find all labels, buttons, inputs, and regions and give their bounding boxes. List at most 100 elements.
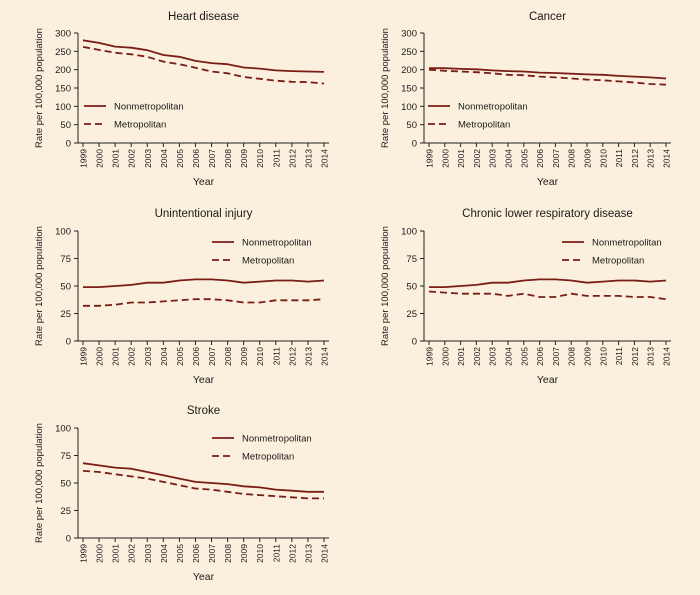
x-axis-label: Year bbox=[537, 176, 559, 188]
x-tick-label: 2014 bbox=[320, 347, 330, 366]
legend-label: Metropolitan bbox=[458, 120, 510, 131]
x-tick-label: 1999 bbox=[79, 347, 89, 366]
x-tick-label: 2010 bbox=[598, 347, 608, 366]
y-axis-label: Rate per 100,000 population bbox=[34, 423, 45, 543]
x-tick-label: 2010 bbox=[255, 347, 265, 366]
x-tick-label: 2008 bbox=[223, 347, 233, 366]
x-tick-label: 1999 bbox=[425, 149, 435, 168]
y-tick-label: 0 bbox=[66, 139, 71, 150]
x-tick-label: 2003 bbox=[143, 544, 153, 563]
series-line-solid bbox=[429, 67, 667, 80]
y-tick-label: 25 bbox=[60, 309, 71, 320]
series-line-dashed bbox=[428, 290, 667, 301]
chart-panel: Chronic lower respiratory disease 0 25 50 75… bbox=[380, 208, 672, 386]
y-tick-label: 50 bbox=[60, 479, 71, 490]
x-tick-label: 2010 bbox=[255, 544, 265, 563]
y-tick-label: 0 bbox=[412, 337, 417, 348]
x-tick-label: 2007 bbox=[551, 149, 561, 168]
y-tick-label: 50 bbox=[406, 120, 417, 131]
x-tick-label: 2010 bbox=[598, 149, 608, 168]
x-tick-label: 2008 bbox=[223, 544, 233, 563]
x-tick-label: 2005 bbox=[175, 149, 185, 168]
legend-label: Nonmetropolitan bbox=[242, 238, 312, 249]
chart-title: Stroke bbox=[187, 405, 220, 417]
x-tick-label: 2009 bbox=[239, 347, 249, 366]
chart-title: Heart disease bbox=[168, 11, 239, 23]
legend-label: Nonmetropolitan bbox=[592, 238, 662, 249]
series-line-solid bbox=[82, 39, 325, 73]
x-tick-label: 2003 bbox=[488, 149, 498, 168]
y-axis-label: Rate per 100,000 population bbox=[34, 28, 45, 148]
series-line-solid bbox=[429, 278, 667, 289]
x-tick-label: 2014 bbox=[662, 347, 672, 366]
x-tick-label: 2004 bbox=[159, 347, 169, 366]
x-tick-label: 2002 bbox=[127, 347, 137, 366]
series-line-dashed bbox=[428, 68, 667, 86]
chart-panel: Heart disease 0 50 100 150 200 250 300 1999 2000 2… bbox=[34, 11, 330, 188]
x-tick-label: 2009 bbox=[583, 149, 593, 168]
x-tick-label: 2006 bbox=[535, 347, 545, 366]
x-tick-label: 2007 bbox=[207, 149, 217, 168]
y-tick-label: 300 bbox=[401, 29, 417, 40]
x-tick-label: 2007 bbox=[551, 347, 561, 366]
x-tick-label: 2007 bbox=[207, 347, 217, 366]
x-axis-label: Year bbox=[193, 176, 215, 188]
chart-title: Unintentional injury bbox=[155, 208, 253, 220]
x-tick-label: 2002 bbox=[127, 544, 137, 563]
x-tick-label: 2010 bbox=[255, 149, 265, 168]
x-tick-label: 2012 bbox=[287, 544, 297, 563]
y-tick-label: 50 bbox=[60, 282, 71, 293]
series-line-dashed bbox=[83, 298, 325, 307]
x-tick-label: 2011 bbox=[614, 149, 624, 168]
x-axis-label: Year bbox=[537, 374, 559, 386]
x-tick-label: 2012 bbox=[630, 149, 640, 168]
x-tick-label: 1999 bbox=[79, 544, 89, 563]
x-tick-label: 2004 bbox=[504, 347, 514, 366]
y-tick-label: 250 bbox=[401, 47, 417, 58]
chart-panel: Cancer 0 50 100 150 200 250 300 1999 2000 2001 2002… bbox=[380, 11, 672, 188]
x-tick-label: 2007 bbox=[207, 544, 217, 563]
x-tick-label: 2005 bbox=[175, 544, 185, 563]
series-line-dashed bbox=[82, 470, 324, 500]
series-line-dashed bbox=[82, 46, 325, 85]
x-tick-label: 2003 bbox=[143, 149, 153, 168]
x-tick-label: 2005 bbox=[519, 149, 529, 168]
x-tick-label: 2000 bbox=[95, 544, 105, 563]
x-tick-label: 2012 bbox=[287, 149, 297, 168]
legend-label: Nonmetropolitan bbox=[458, 102, 528, 113]
x-tick-label: 2002 bbox=[127, 149, 137, 168]
x-tick-label: 2009 bbox=[583, 347, 593, 366]
x-tick-label: 2003 bbox=[488, 347, 498, 366]
y-tick-label: 75 bbox=[60, 254, 71, 265]
x-axis-label: Year bbox=[193, 374, 215, 386]
y-axis-label: Rate per 100,000 population bbox=[380, 226, 391, 346]
legend-label: Nonmetropolitan bbox=[242, 434, 312, 445]
x-tick-label: 2005 bbox=[175, 347, 185, 366]
legend-label: Metropolitan bbox=[242, 452, 294, 463]
y-tick-label: 50 bbox=[406, 282, 417, 293]
x-tick-label: 2000 bbox=[440, 149, 450, 168]
y-tick-label: 200 bbox=[401, 65, 417, 76]
x-tick-label: 2001 bbox=[456, 149, 466, 168]
y-tick-label: 75 bbox=[406, 254, 417, 265]
y-tick-label: 100 bbox=[401, 227, 417, 238]
legend-label: Nonmetropolitan bbox=[114, 102, 184, 113]
chart-title: Chronic lower respiratory disease bbox=[462, 208, 633, 220]
y-tick-label: 250 bbox=[55, 47, 71, 58]
y-tick-label: 0 bbox=[412, 139, 417, 150]
x-tick-label: 2013 bbox=[646, 149, 656, 168]
y-axis-label: Rate per 100,000 population bbox=[380, 28, 391, 148]
x-tick-label: 2014 bbox=[320, 544, 330, 563]
x-tick-label: 2008 bbox=[223, 149, 233, 168]
x-tick-label: 2001 bbox=[456, 347, 466, 366]
legend-label: Metropolitan bbox=[592, 256, 644, 267]
x-tick-label: 2004 bbox=[159, 149, 169, 168]
x-tick-label: 2006 bbox=[191, 347, 201, 366]
y-tick-label: 25 bbox=[406, 309, 417, 320]
x-tick-label: 2011 bbox=[271, 347, 281, 366]
legend: Nonmetropolitan Metropolitan bbox=[212, 434, 312, 463]
y-tick-label: 75 bbox=[60, 451, 71, 462]
x-tick-label: 2009 bbox=[239, 544, 249, 563]
x-tick-label: 2008 bbox=[567, 149, 577, 168]
